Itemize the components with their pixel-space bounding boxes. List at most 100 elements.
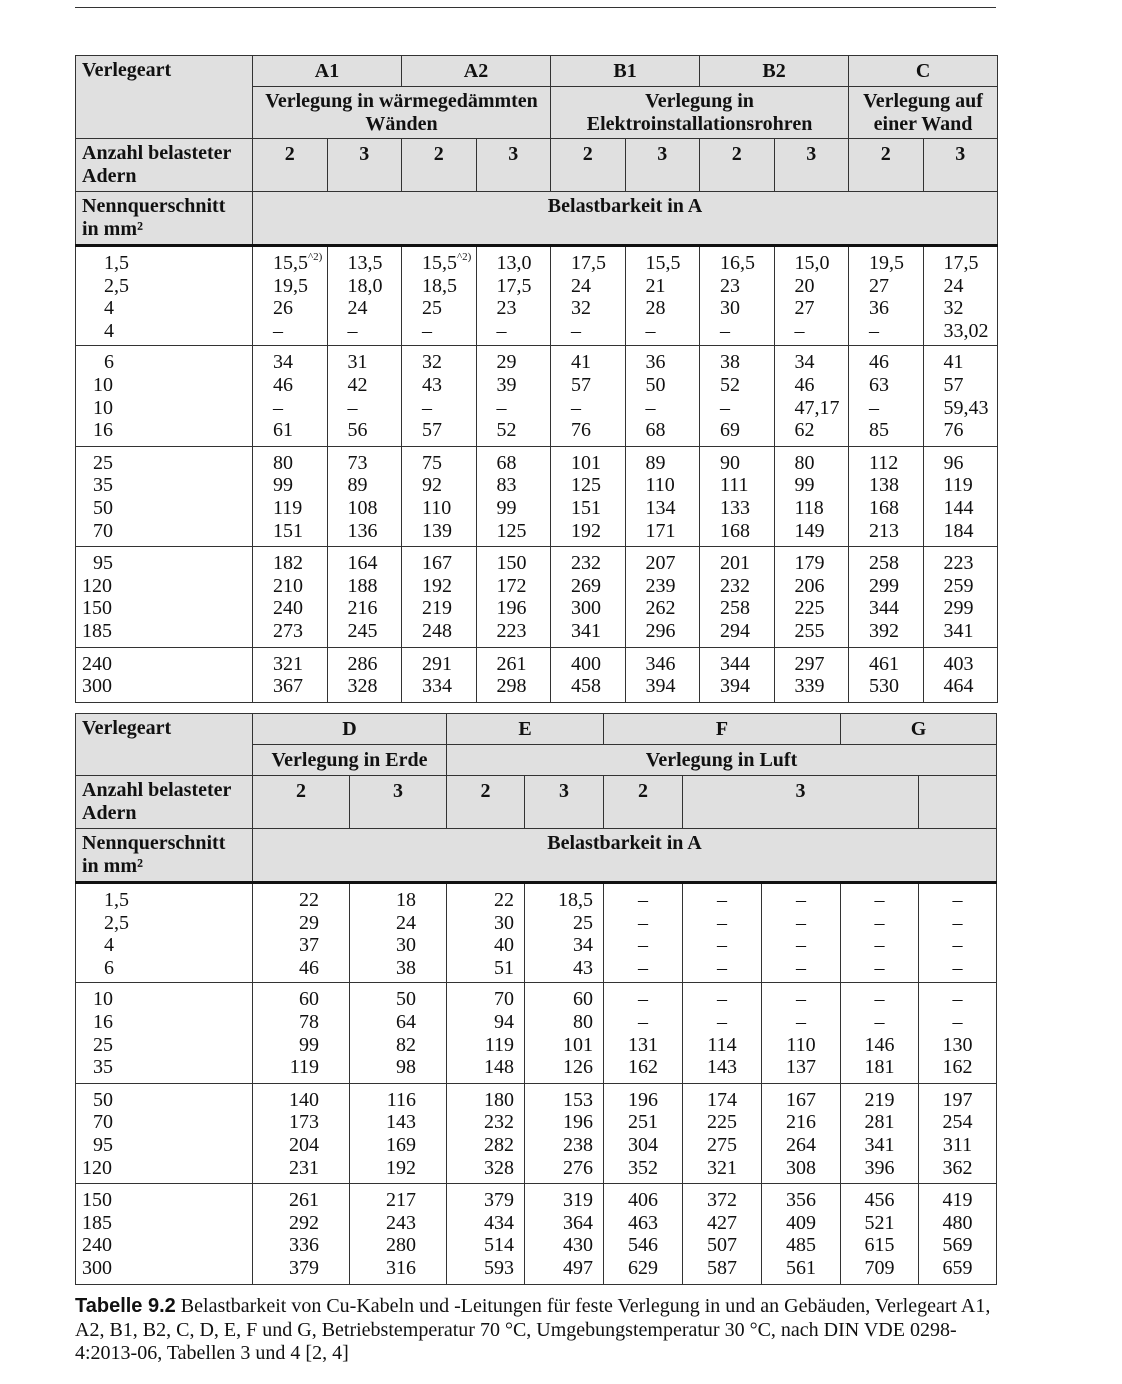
ampacity-value: 108 xyxy=(347,496,378,519)
ampacity-value: 379 xyxy=(484,1189,515,1212)
ampacity-value: 101 xyxy=(571,451,602,474)
ampacity-value: 30 xyxy=(494,911,515,934)
adern-count: 2 xyxy=(252,138,328,192)
ampacity-cell: 140 173 204 231 xyxy=(252,1082,350,1185)
cross-section-value: 185 xyxy=(82,1211,112,1234)
ampacity-value: 134 xyxy=(645,496,676,519)
ampacity-value: 231 xyxy=(289,1156,319,1179)
ampacity-value: 56 xyxy=(347,419,368,442)
ampacity-value: 15,0 xyxy=(794,252,830,274)
ampacity-value: 70 xyxy=(494,988,515,1011)
ampacity-value: 143 xyxy=(386,1111,417,1134)
ampacity-value: – xyxy=(796,934,807,957)
cross-section-value: 120 xyxy=(82,1156,112,1179)
ampacity-value: 168 xyxy=(720,519,751,542)
ampacity-value: 569 xyxy=(942,1234,973,1257)
ampacity-value: 162 xyxy=(942,1056,973,1079)
ampacity-value: 232 xyxy=(484,1111,515,1134)
ampacity-value: 328 xyxy=(484,1156,515,1179)
ampacity-value: 78 xyxy=(299,1010,319,1033)
ampacity-cell: 101 125 151 192 xyxy=(550,445,626,548)
ampacity-value: 463 xyxy=(628,1211,659,1234)
ampacity-value: 394 xyxy=(720,675,751,698)
ampacity-value: – xyxy=(720,319,731,342)
ampacity-value: 169 xyxy=(386,1133,417,1156)
ampacity-cell: 207 239 262 296 xyxy=(624,546,701,648)
ampacity-cell: 201 232 258 294 xyxy=(699,546,775,648)
ampacity-value: 92 xyxy=(422,474,443,497)
ampacity-value: 400 xyxy=(571,652,602,675)
adern-count: 3 xyxy=(348,775,448,829)
ampacity-value: 213 xyxy=(869,519,900,542)
ampacity-value: 372 xyxy=(707,1189,738,1212)
ampacity-cell: 75 92 110 139 xyxy=(401,445,477,548)
desc-conduits: Verlegung in Elektroinstallationsrohren xyxy=(550,86,850,139)
ampacity-cell: 197 254 311 362 xyxy=(918,1082,998,1185)
caption-label: Tabelle 9.2 xyxy=(75,1295,176,1317)
ampacity-cell: 219 281 341 396 xyxy=(840,1082,920,1185)
ampacity-value: – xyxy=(496,319,507,342)
ampacity-value: 24 xyxy=(571,274,592,297)
ampacity-value: 125 xyxy=(496,519,527,542)
ampacity-cell: – – – – xyxy=(603,881,684,984)
ampacity-value: 659 xyxy=(942,1256,973,1279)
ampacity-value: 148 xyxy=(484,1056,515,1079)
ampacity-cell: 34 46 47,17 62 xyxy=(773,345,850,447)
desc-on-wall: Verlegung auf einer Wand xyxy=(848,86,999,139)
ampacity-value: 164 xyxy=(347,552,378,575)
adern-count: 3 xyxy=(475,138,552,192)
type-g: G xyxy=(840,713,998,745)
cross-section-value: 185 xyxy=(82,619,112,642)
ampacity-value: 321 xyxy=(707,1156,738,1179)
ampacity-cell: 379 434 514 593 xyxy=(446,1183,526,1285)
ampacity-value: 480 xyxy=(942,1211,973,1234)
cross-section-value: 300 xyxy=(82,675,112,698)
ampacity-cell: 286 328 xyxy=(326,646,403,703)
ampacity-value: 46 xyxy=(273,373,293,396)
ampacity-value: 179 xyxy=(794,552,825,575)
ampacity-value: – xyxy=(717,1010,728,1033)
ampacity-value: 83 xyxy=(496,474,517,497)
ampacity-value: – xyxy=(952,911,963,934)
ampacity-cell: 223 259 299 341 xyxy=(922,546,999,648)
ampacity-value: 216 xyxy=(347,597,378,620)
ampacity-value: 238 xyxy=(563,1133,594,1156)
ampacity-value: 24 xyxy=(943,274,964,297)
ampacity-value: 341 xyxy=(571,619,602,642)
ampacity-value: – xyxy=(645,319,656,342)
ampacity-value: 137 xyxy=(786,1056,817,1079)
ampacity-value: 197 xyxy=(942,1088,973,1111)
ampacity-value: 392 xyxy=(869,619,900,642)
ampacity-value: 379 xyxy=(289,1256,319,1279)
ampacity-value: 173 xyxy=(289,1111,319,1134)
ampacity-value: 26 xyxy=(273,297,293,320)
ampacity-value: 149 xyxy=(794,519,825,542)
ampacity-cell: 15,5^2) 18,5 25– xyxy=(401,244,477,347)
ampacity-value: – xyxy=(717,911,728,934)
ampacity-value: 196 xyxy=(496,597,527,620)
ampacity-value: – xyxy=(571,396,582,419)
ampacity-value: – xyxy=(496,396,507,419)
ampacity-value: 316 xyxy=(386,1256,417,1279)
ampacity-value: 171 xyxy=(645,519,676,542)
cross-section-cell: 1,5 2,5 4 6 xyxy=(75,881,253,984)
ampacity-value: 296 xyxy=(645,619,676,642)
ampacity-value: 223 xyxy=(943,552,974,575)
ampacity-cell: – –114 143 xyxy=(682,982,763,1084)
ampacity-value: 28 xyxy=(645,297,666,320)
ampacity-value: – xyxy=(638,1010,649,1033)
ampacity-value: 21 xyxy=(645,274,666,297)
ampacity-value: 110 xyxy=(422,496,452,519)
adern-count: 3 xyxy=(773,138,850,192)
ampacity-value: 587 xyxy=(707,1256,738,1279)
cross-section-value: 16 xyxy=(93,419,113,442)
ampacity-value: 76 xyxy=(571,419,592,442)
table-row-group: 50 70 95 120 140 173 204 231 116 143 169 192 180 232 2… xyxy=(75,1082,998,1185)
ampacity-value: 19,5 xyxy=(273,274,308,297)
ampacity-value: 38 xyxy=(396,956,417,979)
ampacity-value: 339 xyxy=(794,675,825,698)
ampacity-value: 126 xyxy=(563,1056,594,1079)
ampacity-value: – xyxy=(638,956,649,979)
table-row-group: 1,5 2,5 4 6 22 29 37 46 18 24 30 38 22 30 40 51 18,5 25 34… xyxy=(75,881,998,984)
ampacity-value: – xyxy=(869,319,880,342)
